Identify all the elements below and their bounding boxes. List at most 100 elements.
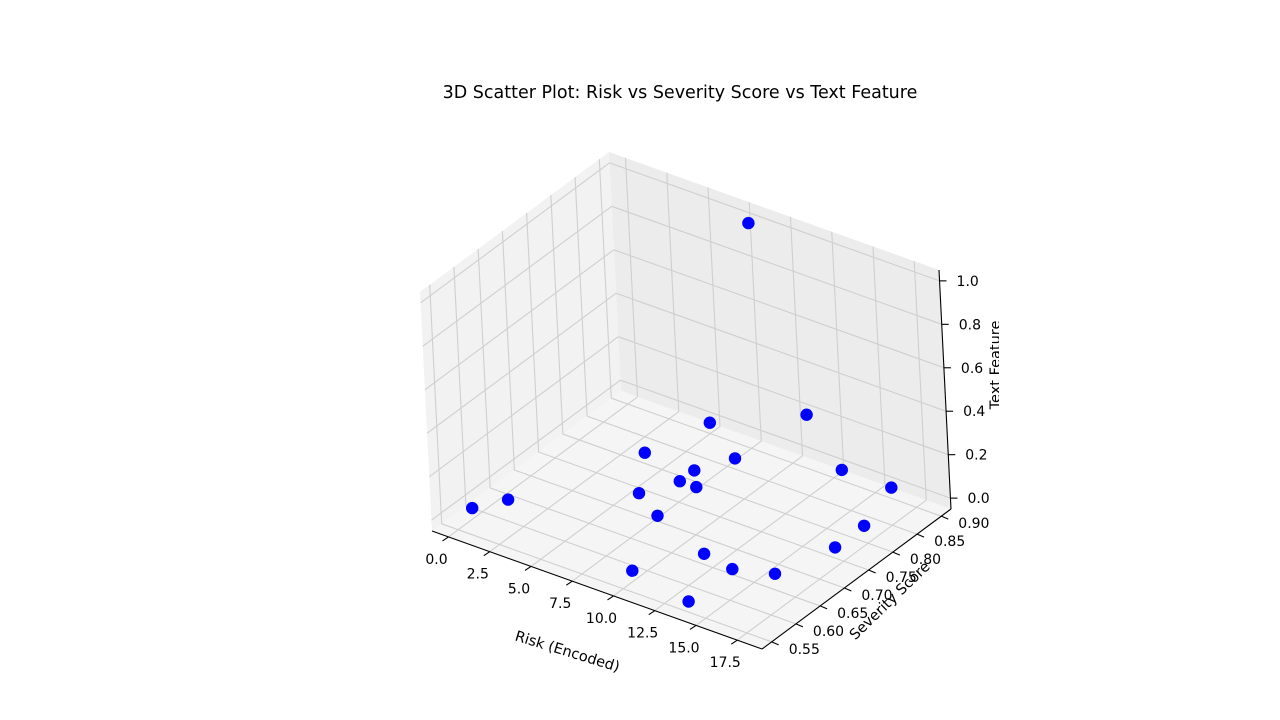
x-grid-back xyxy=(872,246,886,486)
z-tick-label: 0.8 xyxy=(959,317,981,333)
x-grid-floor xyxy=(654,470,845,612)
x-grid-floor xyxy=(571,440,762,582)
y-tick-label: 0.70 xyxy=(861,588,892,604)
y-tick-label: 0.85 xyxy=(934,534,965,550)
x-tick xyxy=(524,565,532,571)
z-grid-left xyxy=(431,379,621,521)
x-tick xyxy=(442,536,449,542)
y-grid-floor xyxy=(441,523,772,643)
data-point xyxy=(768,567,782,580)
data-point xyxy=(835,463,848,477)
z-grid-left xyxy=(426,292,617,434)
x-tick xyxy=(648,610,656,616)
x-grid-floor xyxy=(613,455,803,597)
x-tick-label: 15.0 xyxy=(668,640,699,656)
z-axis-label-clip: Text Feature xyxy=(988,321,999,411)
axes-panes xyxy=(420,152,951,649)
x-tick xyxy=(565,580,573,586)
y-tick xyxy=(892,551,901,556)
y-grid-left xyxy=(526,212,540,453)
z-tick-label: 0.2 xyxy=(965,448,987,464)
y-tick xyxy=(819,605,828,610)
y-tick xyxy=(795,623,804,628)
data-point xyxy=(828,541,842,554)
z-grid-back xyxy=(613,249,945,369)
x-tick xyxy=(689,624,697,630)
y-tick xyxy=(916,533,925,538)
y-grid-left xyxy=(501,230,515,471)
x-grid-floor xyxy=(736,499,927,641)
x-tick xyxy=(483,551,491,557)
y-grid-floor xyxy=(586,415,918,535)
z-grid-left xyxy=(428,336,619,478)
data-point xyxy=(632,487,646,500)
x-tick-label: 2.5 xyxy=(467,567,489,583)
z-tick-label: 0.0 xyxy=(967,491,989,507)
y-tick-label: 0.65 xyxy=(837,606,868,622)
data-point xyxy=(682,595,695,608)
x-grid-floor xyxy=(695,484,886,626)
x-grid-back xyxy=(831,231,845,471)
x-grid-back xyxy=(913,261,927,501)
axis-lines xyxy=(431,269,952,650)
x-grid-back xyxy=(789,216,804,456)
x-tick xyxy=(607,595,614,601)
y-tick-label: 0.90 xyxy=(958,516,989,532)
y-grid-floor xyxy=(489,487,821,607)
y-tick xyxy=(868,569,876,574)
y-grid-floor xyxy=(562,433,894,553)
z-grid-left xyxy=(422,205,613,347)
y-tick xyxy=(844,587,852,592)
data-point xyxy=(690,480,703,494)
z-grid-back xyxy=(620,379,951,499)
axis-ticks: 0.0 2.5 5.0 7.5 10.0 12.5 15.0 17.5 0.55 0.60 0.65… xyxy=(425,274,989,671)
y-grid-left xyxy=(550,195,564,435)
y-grid-left xyxy=(574,177,588,417)
x-axis-line xyxy=(431,530,763,650)
x-tick-label: 17.5 xyxy=(710,655,741,671)
y-grid-floor xyxy=(514,469,845,589)
y-grid-floor xyxy=(538,451,869,571)
x-axis-label: Risk (Encoded) xyxy=(513,629,621,676)
y-grid-left xyxy=(453,266,467,506)
x-tick-label: 12.5 xyxy=(627,626,658,642)
z-grid-back xyxy=(611,205,942,325)
x-grid-back xyxy=(707,187,721,427)
data-point xyxy=(466,501,479,515)
data-point xyxy=(885,481,898,494)
data-point xyxy=(742,216,755,230)
y-tick xyxy=(771,641,779,646)
y-tick-label: 0.55 xyxy=(789,642,820,658)
z-grid-back xyxy=(618,336,949,456)
data-point xyxy=(673,475,686,488)
data-point xyxy=(501,493,515,506)
pane-floor xyxy=(432,391,951,649)
y-tick-label: 0.75 xyxy=(886,570,917,586)
x-grid-back xyxy=(748,202,762,442)
data-point xyxy=(651,509,664,522)
x-tick xyxy=(730,639,738,645)
z-grid-left xyxy=(424,249,615,391)
x-tick-label: 10.0 xyxy=(586,611,617,627)
data-point xyxy=(626,564,639,577)
data-points xyxy=(466,216,898,608)
z-grid-back xyxy=(609,162,940,282)
y-tick-label: 0.80 xyxy=(910,552,941,568)
y-tick-label: 0.60 xyxy=(813,624,844,640)
x-grid-back xyxy=(666,172,680,412)
z-axis-line xyxy=(938,269,952,510)
data-point xyxy=(857,519,871,532)
data-point xyxy=(726,562,739,576)
y-grid-floor xyxy=(611,397,942,517)
gridlines xyxy=(420,157,951,643)
x-tick-label: 7.5 xyxy=(549,596,571,612)
z-tick-label: 0.4 xyxy=(963,404,985,420)
y-tick xyxy=(941,515,949,520)
x-grid-back xyxy=(624,157,639,397)
pane-back-wall xyxy=(609,152,951,509)
y-axis-line xyxy=(761,508,952,650)
x-grid-floor xyxy=(448,396,638,538)
y-grid-left xyxy=(477,248,491,488)
data-point xyxy=(697,547,711,560)
